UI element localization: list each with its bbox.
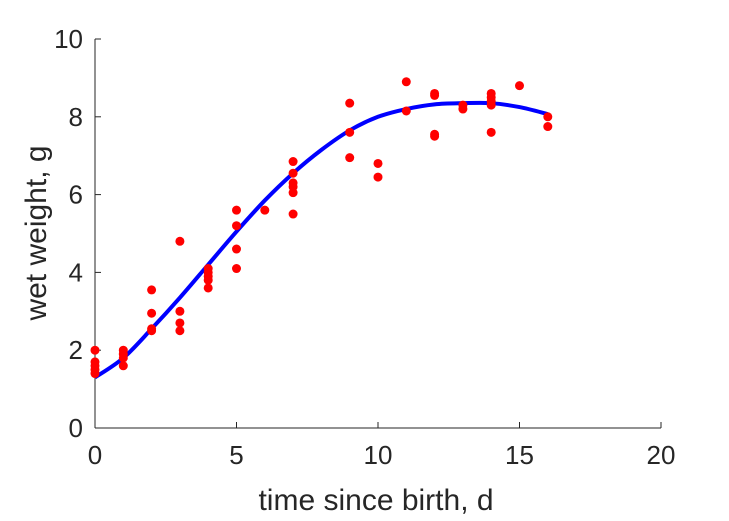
data-point <box>288 188 298 198</box>
data-point <box>345 98 355 108</box>
data-point <box>175 306 185 316</box>
fit-curve <box>93 100 549 380</box>
data-point <box>543 112 553 122</box>
y-tick-label: 8 <box>69 102 83 132</box>
data-point <box>401 106 411 116</box>
x-tick-label: 20 <box>647 440 676 470</box>
data-point <box>345 153 355 163</box>
fit-curve-layer <box>93 100 549 380</box>
x-tick-label: 5 <box>229 440 243 470</box>
data-point <box>175 326 185 336</box>
data-point <box>118 353 128 363</box>
data-point <box>175 318 185 328</box>
data-point <box>373 172 383 182</box>
data-point <box>147 326 157 336</box>
x-axis-ticks: 0 5 10 15 20 <box>88 422 676 470</box>
x-tick-label: 0 <box>88 440 102 470</box>
data-point <box>90 345 100 355</box>
data-point <box>543 122 553 132</box>
y-tick-label: 6 <box>69 180 83 210</box>
data-point <box>260 205 270 215</box>
data-point <box>203 275 213 285</box>
data-point <box>401 77 411 87</box>
data-point <box>486 100 496 110</box>
data-point <box>430 131 440 141</box>
data-point <box>232 205 241 215</box>
y-axis-ticks: 0 2 4 6 8 10 <box>54 24 101 443</box>
data-point <box>288 209 298 219</box>
data-point <box>515 81 524 91</box>
data-point <box>232 221 241 231</box>
y-tick-label: 10 <box>54 24 83 54</box>
data-point <box>345 127 355 137</box>
axes <box>94 39 661 429</box>
data-point <box>486 127 496 137</box>
data-points-layer <box>90 77 553 379</box>
data-point <box>118 361 128 371</box>
data-point <box>373 158 383 168</box>
data-point <box>288 157 298 167</box>
y-tick-label: 4 <box>69 257 83 287</box>
data-point <box>90 369 100 379</box>
data-point <box>430 90 440 100</box>
data-point <box>147 285 157 295</box>
data-point <box>288 168 298 178</box>
data-point <box>203 283 213 293</box>
x-axis-title: time since birth, d <box>258 484 493 517</box>
y-tick-label: 2 <box>69 335 83 365</box>
data-point <box>232 264 241 274</box>
data-point <box>147 308 157 318</box>
x-tick-label: 15 <box>505 440 534 470</box>
y-axis-title: wet weight, g <box>20 145 53 321</box>
x-tick-label: 10 <box>364 440 393 470</box>
data-point <box>458 104 468 114</box>
y-tick-label: 0 <box>69 413 83 443</box>
data-point <box>175 236 185 246</box>
data-point <box>232 244 241 254</box>
